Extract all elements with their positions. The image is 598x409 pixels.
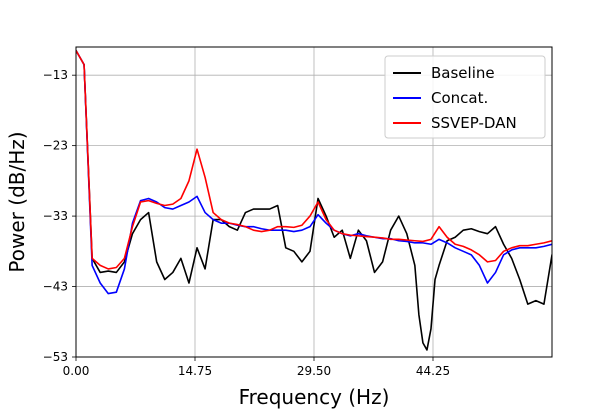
legend-label: SSVEP-DAN bbox=[431, 114, 517, 132]
legend-label: Baseline bbox=[431, 64, 495, 82]
y-tick-label: −33 bbox=[43, 209, 68, 223]
x-tick-label: 44.25 bbox=[416, 364, 450, 378]
legend-box bbox=[384, 55, 546, 139]
legend-label: Concat. bbox=[431, 89, 488, 107]
series-line-ssvep-dan bbox=[76, 50, 552, 270]
series-clip-group bbox=[76, 50, 552, 351]
x-axis-title: Frequency (Hz) bbox=[239, 385, 390, 409]
y-tick-label: −53 bbox=[43, 350, 68, 364]
series-layer bbox=[76, 50, 552, 351]
y-tick-label: −23 bbox=[43, 139, 68, 153]
x-tick-label: 14.75 bbox=[178, 364, 212, 378]
y-tick-label: −43 bbox=[43, 280, 68, 294]
y-tick-label: −13 bbox=[43, 68, 68, 82]
y-axis-title: Power (dB/Hz) bbox=[5, 131, 29, 272]
x-tick-label: 29.50 bbox=[297, 364, 331, 378]
ticks: 0.00 14.75 29.50 44.25 −53 −43 −33 −23 −13 bbox=[43, 68, 451, 378]
x-tick-label: 0.00 bbox=[63, 364, 90, 378]
legend: Baseline Concat. SSVEP-DAN bbox=[384, 55, 546, 139]
series-line-baseline bbox=[76, 50, 552, 351]
